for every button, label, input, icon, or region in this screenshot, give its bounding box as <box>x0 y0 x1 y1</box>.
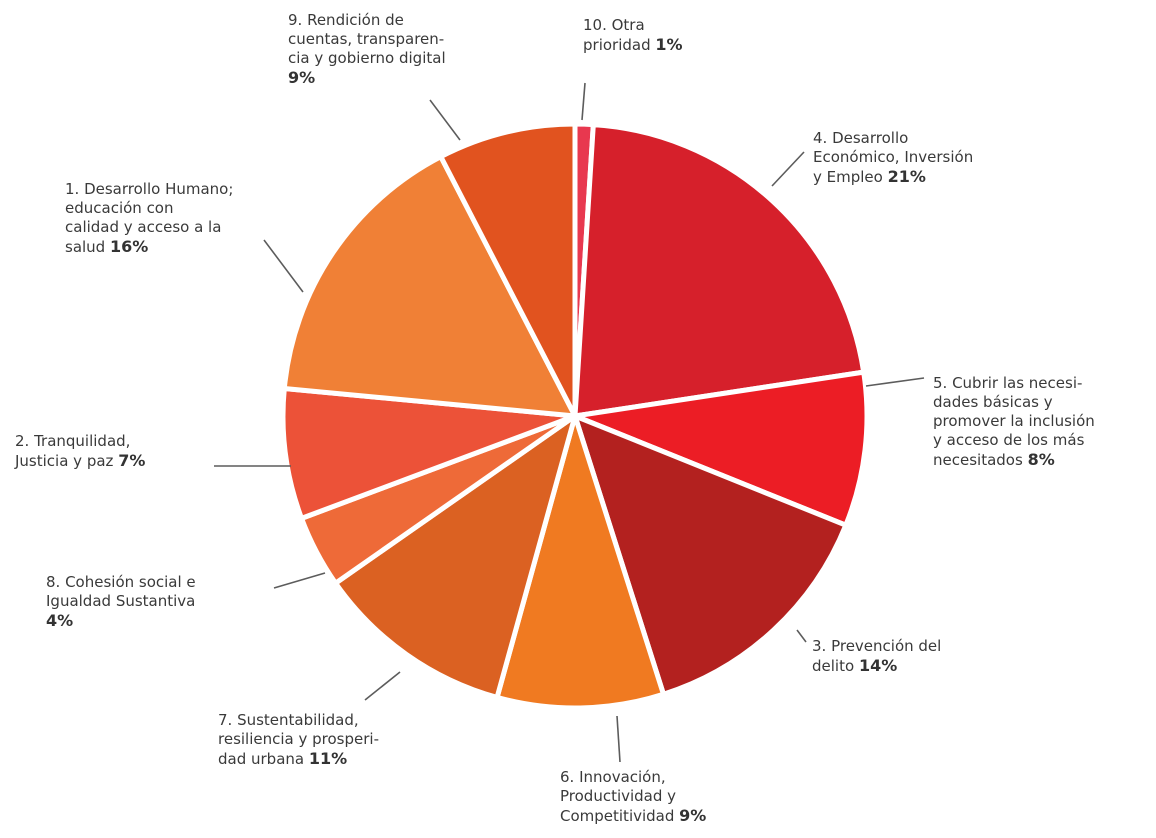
label-slice-1: 1. Desarrollo Humano; educación con cali… <box>65 180 234 256</box>
leader-line-s5 <box>865 377 925 387</box>
label-slice-2: 2. Tranquilidad, Justicia y paz 7% <box>15 432 146 470</box>
leader-line-s10 <box>581 82 586 121</box>
leader-line-s1 <box>263 239 304 293</box>
leader-line-s3 <box>796 629 807 643</box>
label-slice-9: 9. Rendición de cuentas, transparen- cia… <box>288 11 446 87</box>
label-slice-4: 4. Desarrollo Económico, Inversión y Emp… <box>813 129 974 186</box>
label-slice-8: 8. Cohesión social e Igualdad Sustantiva… <box>46 573 196 630</box>
label-slice-6: 6. Innovación, Productividad y Competiti… <box>560 768 707 825</box>
pie-slice-s5 <box>572 369 870 528</box>
leader-line-s8 <box>273 572 326 589</box>
leader-lines <box>214 82 925 763</box>
pie-slice-s9 <box>438 121 578 419</box>
leader-line-s9 <box>429 99 461 141</box>
pie-slice-s6 <box>494 413 666 711</box>
leader-line-s6 <box>616 715 621 763</box>
leader-line-s7 <box>364 671 401 701</box>
pie-slice-s4 <box>572 122 867 419</box>
pie-slice-s1 <box>281 154 578 419</box>
label-slice-10: 10. Otra prioridad 1% <box>583 16 683 54</box>
pie-slice-s7 <box>333 413 578 700</box>
pie-slices <box>280 121 870 711</box>
pie-slice-s2 <box>280 386 578 521</box>
label-slice-3: 3. Prevención del delito 14% <box>812 637 942 675</box>
leader-line-s4 <box>771 151 805 187</box>
label-slice-5: 5. Cubrir las necesi- dades básicas y pr… <box>933 374 1095 469</box>
label-slice-7: 7. Sustentabilidad, resiliencia y prospe… <box>218 711 379 768</box>
